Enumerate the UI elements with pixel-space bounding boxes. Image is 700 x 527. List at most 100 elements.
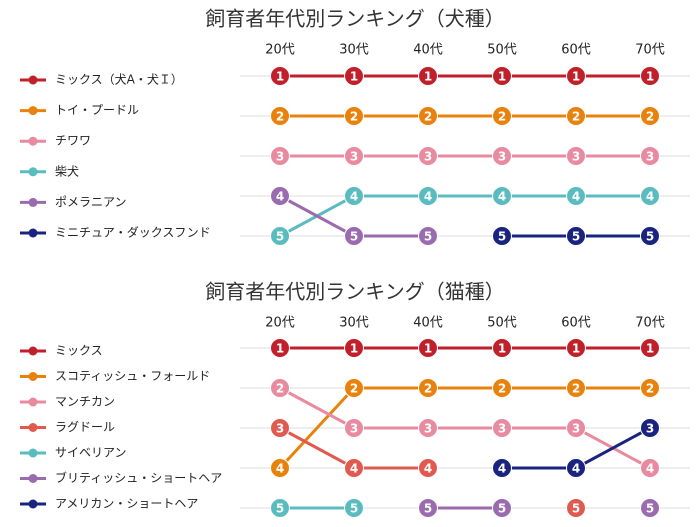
point <box>566 226 586 246</box>
x-tick-label: 50代 <box>487 316 517 331</box>
data-label: 4 <box>276 190 284 204</box>
x-tick-label: 30代 <box>339 43 369 58</box>
data-label: 2 <box>498 382 506 396</box>
legend-dot <box>28 75 38 85</box>
point <box>344 458 364 478</box>
point <box>418 186 438 206</box>
legend-dot <box>28 228 38 238</box>
point <box>566 106 586 126</box>
data-label: 1 <box>498 342 506 356</box>
point <box>566 338 586 358</box>
legend-dot <box>28 136 38 146</box>
x-tick-label: 70代 <box>635 316 665 331</box>
point <box>492 338 512 358</box>
x-tick-label: 70代 <box>635 43 665 58</box>
data-label: 1 <box>498 70 506 84</box>
point <box>492 226 512 246</box>
legend-dot <box>28 423 38 432</box>
data-label: 2 <box>572 110 580 124</box>
point <box>344 226 364 246</box>
point <box>418 338 438 358</box>
point <box>566 186 586 206</box>
point <box>640 458 660 478</box>
x-tick-label: 40代 <box>413 316 443 331</box>
legend-dot <box>28 474 38 483</box>
legend-label: アメリカン・ショートヘア <box>55 497 198 511</box>
point <box>418 106 438 126</box>
data-label: 3 <box>424 422 432 436</box>
data-label: 5 <box>646 230 654 244</box>
point <box>640 498 660 518</box>
data-label: 5 <box>350 230 358 244</box>
data-label: 5 <box>572 230 580 244</box>
legend-label: チワワ <box>55 134 91 148</box>
data-label: 2 <box>424 110 432 124</box>
point <box>344 498 364 518</box>
data-label: 2 <box>350 110 358 124</box>
point <box>418 66 438 86</box>
legend-label: マンチカン <box>55 395 115 409</box>
x-tick-label: 30代 <box>339 316 369 331</box>
point <box>492 418 512 438</box>
point <box>270 378 290 398</box>
point <box>492 498 512 518</box>
point <box>640 378 660 398</box>
data-label: 4 <box>350 462 358 476</box>
point <box>344 106 364 126</box>
series-line <box>279 194 650 238</box>
point <box>270 498 290 518</box>
legend-dot <box>28 197 38 207</box>
point <box>270 186 290 206</box>
legend-dot <box>28 346 38 356</box>
x-tick-label: 20代 <box>265 316 295 331</box>
data-label: 5 <box>646 502 654 516</box>
point <box>270 458 290 478</box>
legend-dot <box>28 397 38 407</box>
legend-label: ラグドール <box>55 420 115 434</box>
point <box>566 498 586 518</box>
data-label: 4 <box>498 462 506 476</box>
legend-label: サイベリアン <box>55 446 127 460</box>
data-label: 2 <box>350 382 358 396</box>
legend-dot <box>28 106 38 116</box>
data-label: 4 <box>646 190 654 204</box>
point <box>492 186 512 206</box>
legend-label: ミックス <box>55 344 103 358</box>
legend-label: ミニチュア・ダックスフンド <box>55 225 211 240</box>
point <box>640 106 660 126</box>
point <box>492 106 512 126</box>
data-label: 2 <box>424 382 432 396</box>
data-label: 5 <box>424 502 432 516</box>
chart-title: 飼育者年代別ランキング（犬種） <box>205 7 504 31</box>
point <box>566 458 586 478</box>
data-label: 1 <box>572 70 580 84</box>
legend-dot <box>28 167 38 177</box>
data-label: 5 <box>498 230 506 244</box>
data-label: 4 <box>276 462 284 476</box>
data-label: 1 <box>424 70 432 84</box>
data-label: 2 <box>646 110 654 124</box>
data-label: 2 <box>572 382 580 396</box>
data-label: 5 <box>424 230 432 244</box>
point <box>640 146 660 166</box>
point <box>492 458 512 478</box>
data-label: 3 <box>276 150 284 164</box>
data-label: 5 <box>276 502 284 516</box>
point <box>270 146 290 166</box>
data-label: 3 <box>646 150 654 164</box>
data-label: 3 <box>572 422 580 436</box>
point <box>418 226 438 246</box>
data-label: 5 <box>350 502 358 516</box>
legend-label: ポメラニアン <box>55 195 127 209</box>
data-label: 4 <box>498 190 506 204</box>
point <box>640 418 660 438</box>
data-label: 2 <box>276 110 284 124</box>
point <box>344 66 364 86</box>
x-tick-label: 20代 <box>265 43 295 58</box>
x-tick-label: 50代 <box>487 43 517 58</box>
series-line <box>278 386 650 470</box>
point <box>492 66 512 86</box>
data-label: 5 <box>572 502 580 516</box>
legend-dot <box>28 499 38 509</box>
